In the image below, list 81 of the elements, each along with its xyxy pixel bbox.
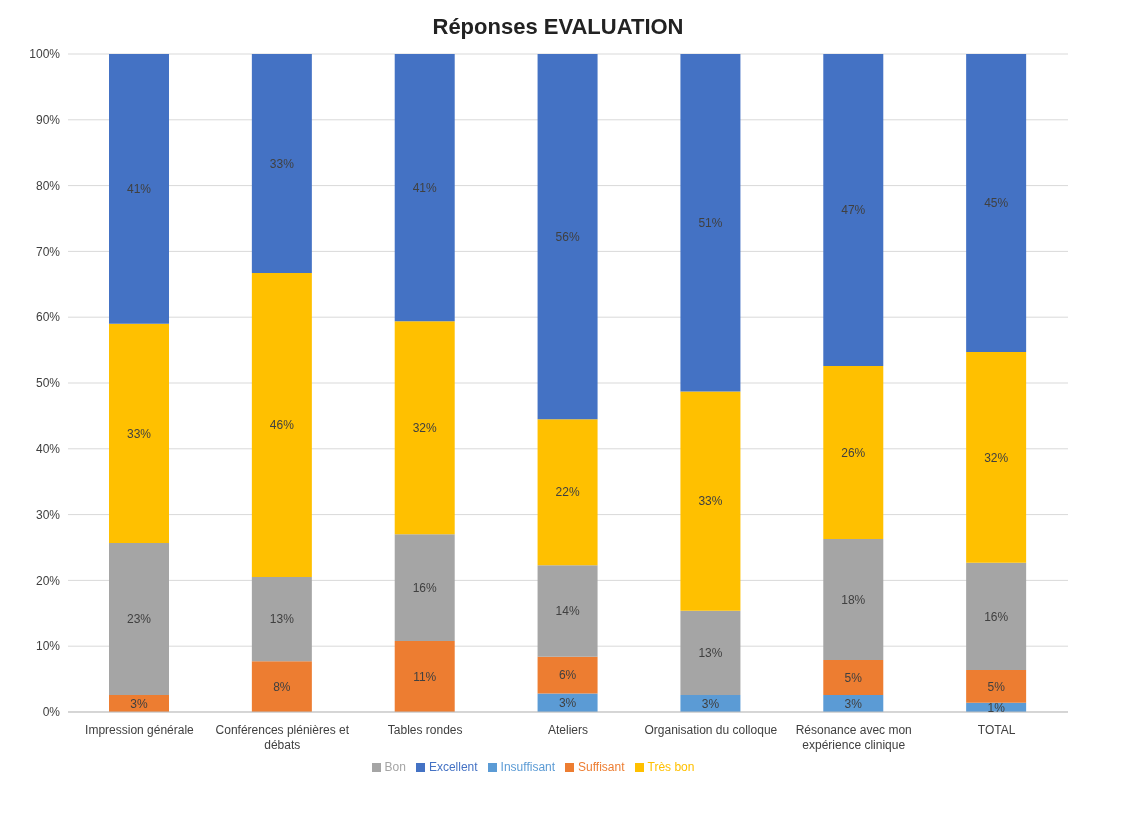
data-label: 33% — [698, 494, 723, 509]
data-label: 3% — [844, 696, 863, 711]
data-label: 26% — [841, 445, 866, 460]
bar — [251, 577, 312, 662]
bar — [537, 656, 598, 694]
data-label: 13% — [269, 612, 295, 627]
bar — [966, 669, 1027, 703]
data-label: 16% — [412, 580, 438, 595]
data-label: 45% — [984, 196, 1009, 211]
y-tick-label: 40% — [35, 442, 61, 457]
bar — [680, 54, 741, 392]
bar — [394, 321, 455, 535]
data-label: 41% — [412, 180, 438, 195]
x-tick-label: Ateliers — [547, 723, 589, 737]
bar — [109, 54, 169, 324]
data-label: 11% — [413, 669, 437, 684]
x-tick-label: Résonance avec mon expérience clinique — [795, 723, 912, 752]
bar — [109, 323, 169, 543]
y-tick-label: 90% — [35, 113, 61, 128]
data-label: 16% — [984, 609, 1009, 624]
legend-label: Suffisant — [578, 760, 625, 774]
bar — [823, 365, 884, 539]
bar — [823, 54, 884, 366]
data-label: 33% — [126, 426, 152, 441]
x-tick-label: Tables rondes — [387, 723, 463, 737]
y-tick-label: 30% — [35, 507, 61, 522]
bar — [823, 660, 884, 695]
bar — [966, 562, 1027, 670]
data-label: 22% — [555, 485, 580, 500]
bar — [251, 661, 312, 712]
legend-label: Très bon — [647, 760, 695, 774]
x-tick-label: TOTAL — [977, 723, 1016, 737]
bar — [966, 54, 1027, 353]
legend-label: Bon — [384, 760, 406, 774]
y-tick-label: 80% — [35, 178, 61, 193]
data-label: 5% — [844, 670, 863, 685]
y-tick-label: 20% — [35, 573, 61, 588]
bar — [394, 640, 455, 712]
y-tick-label: 10% — [35, 639, 61, 654]
data-label: 32% — [412, 421, 438, 435]
bar — [537, 565, 598, 657]
data-label: 18% — [841, 592, 866, 607]
data-label: 3% — [701, 696, 720, 711]
x-tick-label: Organisation du colloque — [644, 723, 778, 737]
data-label: 46% — [269, 418, 295, 433]
bar — [394, 54, 455, 322]
bar — [537, 419, 598, 566]
data-label: 47% — [841, 203, 866, 218]
legend-label: Insuffisant — [500, 760, 556, 774]
bar — [680, 391, 741, 611]
bar — [394, 534, 455, 641]
bar — [966, 352, 1027, 563]
data-label: 51% — [698, 216, 723, 231]
y-tick-label: 100% — [29, 47, 61, 62]
data-label: 56% — [555, 229, 580, 244]
y-tick-label: 0% — [42, 705, 61, 720]
x-tick-label: Impression générale — [85, 723, 195, 737]
y-tick-label: 60% — [35, 310, 61, 325]
bar — [680, 610, 741, 695]
bar — [109, 542, 169, 695]
data-label: 3% — [558, 696, 577, 711]
data-label: 5% — [987, 679, 1006, 694]
data-label: 14% — [555, 604, 580, 619]
y-tick-label: 50% — [35, 376, 61, 391]
legend-label: Excellent — [428, 760, 478, 774]
bar — [251, 54, 312, 274]
bar — [251, 273, 312, 578]
data-label: 23% — [126, 612, 152, 627]
chart-title: Réponses EVALUATION — [431, 14, 685, 40]
data-label: 6% — [558, 668, 577, 683]
data-label: 13% — [698, 646, 723, 661]
data-label: 33% — [269, 156, 295, 171]
data-label: 41% — [126, 182, 152, 197]
data-label: 3% — [130, 696, 148, 711]
bar — [537, 54, 598, 420]
data-label: 8% — [273, 679, 291, 694]
y-tick-label: 70% — [35, 244, 61, 259]
data-label: 32% — [984, 450, 1009, 465]
x-tick-label: Conférences plénières et débats — [215, 723, 350, 752]
data-label: 1% — [987, 700, 1006, 715]
bar — [823, 538, 884, 661]
